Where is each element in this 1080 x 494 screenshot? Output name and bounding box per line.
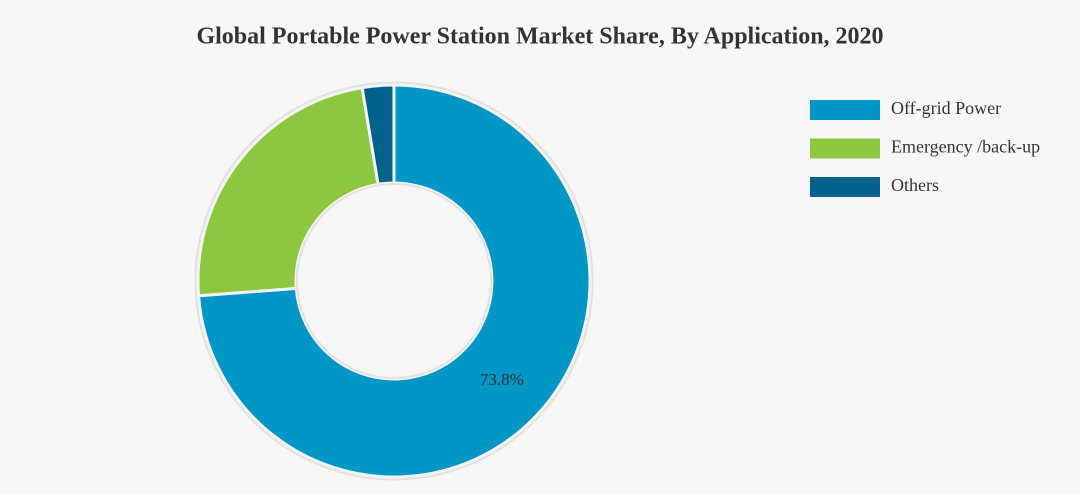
legend-swatch [810,138,880,159]
legend-swatch [810,100,880,120]
legend-label: Others [891,175,939,195]
chart-title: Global Portable Power Station Market Sha… [196,24,883,50]
donut-outline [194,81,594,481]
legend-label: Emergency /back-up [891,137,1040,157]
value-label: 73.8% [480,370,524,389]
legend-swatch [810,177,880,197]
donut-hole-outline [296,183,492,379]
legend-label: Off-grid Power [891,98,1001,118]
